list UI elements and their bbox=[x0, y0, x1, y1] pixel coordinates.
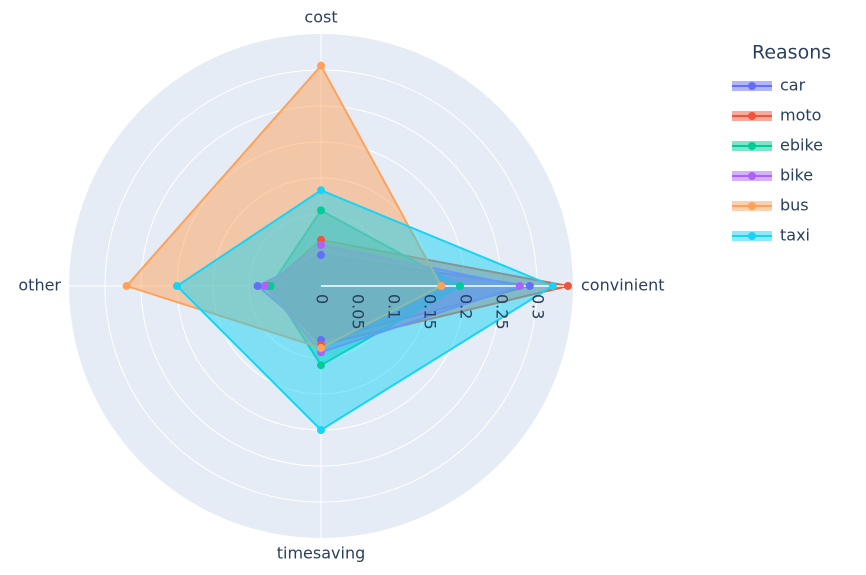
series-marker bbox=[525, 282, 534, 290]
legend-marker bbox=[748, 172, 756, 180]
radial-tick-label: 0.3 bbox=[529, 294, 548, 319]
category-label: cost bbox=[304, 8, 337, 27]
legend-marker bbox=[748, 232, 756, 240]
legend-label: moto bbox=[780, 106, 821, 125]
series-marker bbox=[173, 282, 181, 290]
category-label: convinient bbox=[581, 276, 664, 295]
series-marker bbox=[317, 240, 325, 249]
series-marker bbox=[317, 206, 325, 215]
legend-item: ebike bbox=[732, 136, 823, 155]
series-marker bbox=[253, 282, 262, 290]
series-marker bbox=[317, 343, 325, 352]
legend-label: car bbox=[780, 76, 806, 95]
radial-tick-label: 0 bbox=[313, 294, 332, 304]
radial-tick-label: 0.2 bbox=[457, 294, 476, 319]
legend-label: ebike bbox=[780, 136, 823, 155]
series-marker bbox=[317, 186, 325, 195]
radial-tick-label: 0.25 bbox=[493, 294, 512, 330]
series-marker bbox=[122, 282, 131, 290]
series-marker bbox=[317, 61, 325, 70]
series-marker bbox=[455, 282, 464, 290]
series-marker bbox=[317, 251, 325, 260]
series-marker bbox=[548, 282, 557, 290]
legend-item: car bbox=[732, 76, 806, 95]
legend-marker bbox=[748, 112, 756, 120]
series-marker bbox=[266, 282, 275, 290]
series-marker bbox=[515, 282, 524, 290]
legend-label: taxi bbox=[780, 226, 810, 245]
legend-marker bbox=[748, 202, 756, 210]
legend-item: bike bbox=[732, 166, 813, 185]
legend-item: bus bbox=[732, 196, 809, 215]
legend-marker bbox=[748, 142, 756, 150]
legend-marker bbox=[748, 82, 756, 90]
radial-tick-label: 0.15 bbox=[421, 294, 440, 330]
legend-item: taxi bbox=[732, 226, 810, 245]
series-marker bbox=[317, 426, 325, 434]
series-marker bbox=[260, 282, 269, 290]
series-marker bbox=[563, 282, 572, 290]
legend-item: moto bbox=[732, 106, 821, 125]
radial-tick-label: 0.05 bbox=[349, 294, 368, 330]
category-label: timesaving bbox=[277, 544, 366, 563]
radial-tick-label: 0.1 bbox=[385, 294, 404, 319]
series-marker bbox=[437, 282, 446, 290]
category-label: other bbox=[18, 276, 61, 295]
series-marker bbox=[317, 361, 325, 370]
legend-title: Reasons bbox=[752, 42, 831, 64]
legend-label: bus bbox=[780, 196, 809, 215]
legend-label: bike bbox=[780, 166, 813, 185]
